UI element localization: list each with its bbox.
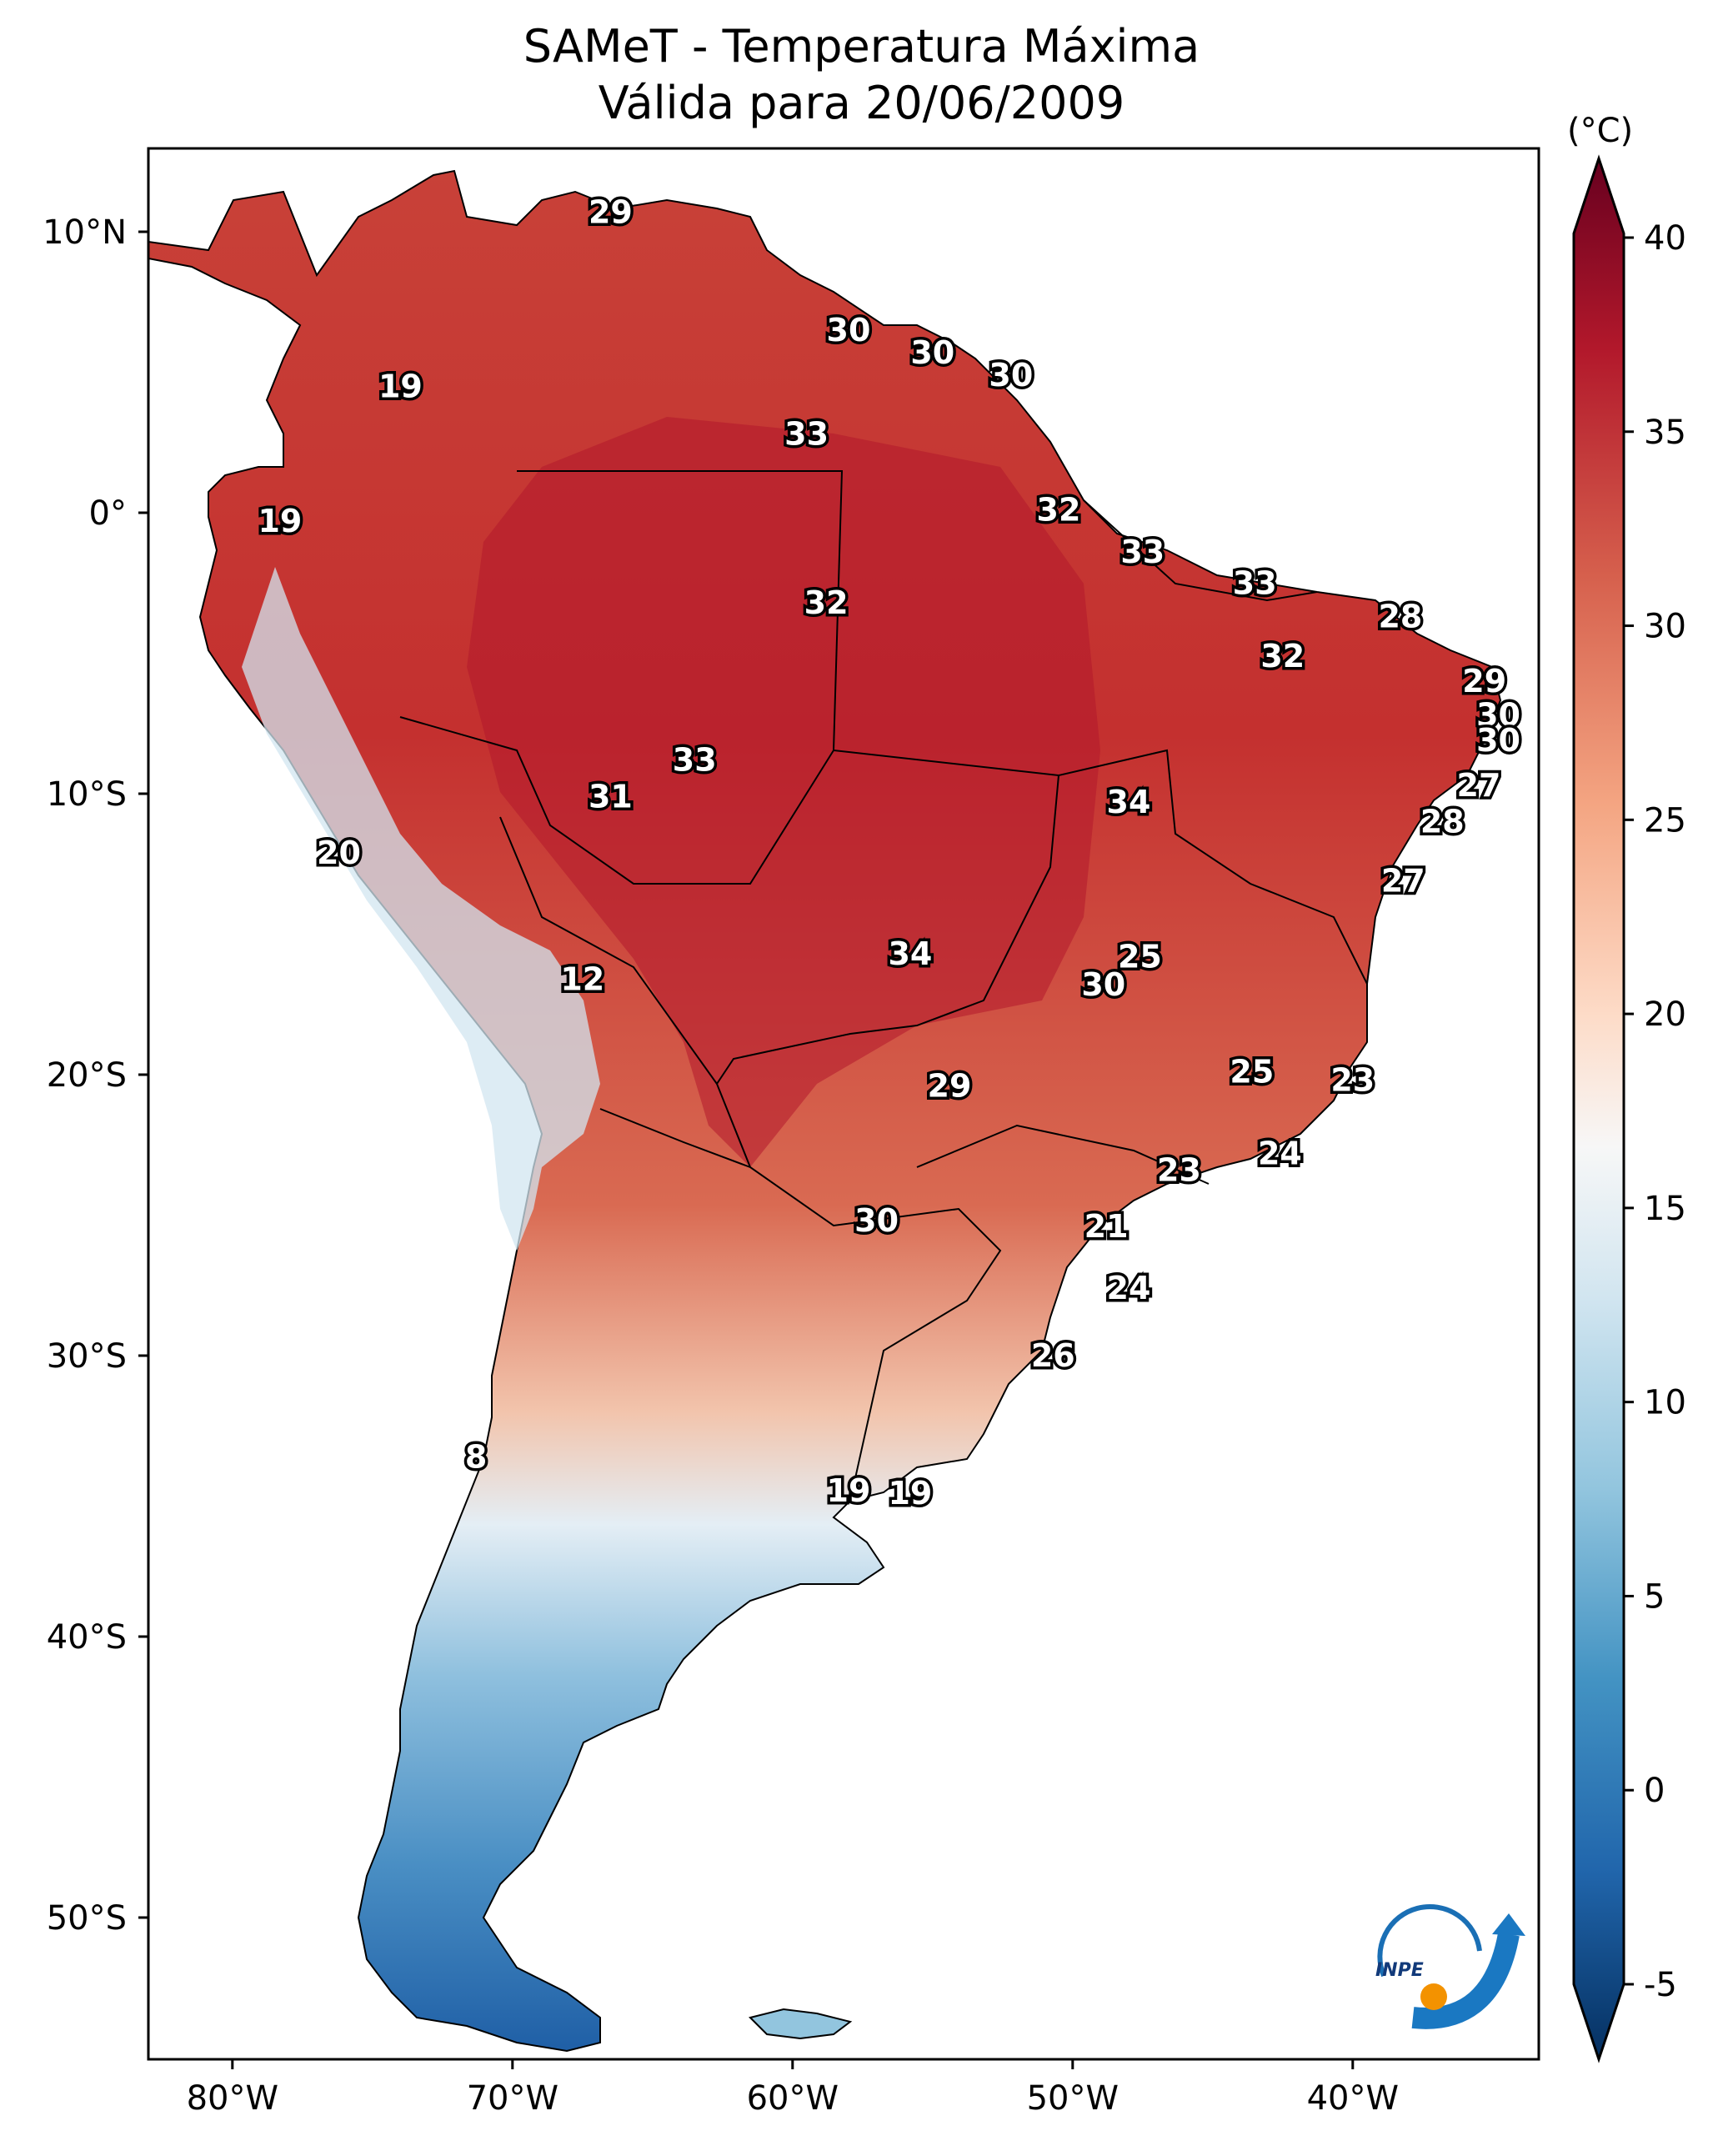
title-line-1: SAMeT - Temperatura Máxima xyxy=(523,20,1200,73)
contour-label: 12 xyxy=(560,960,604,997)
contour-label: 32 xyxy=(1260,638,1305,674)
contour-label: 20 xyxy=(317,835,361,871)
contour-label: 19 xyxy=(378,368,423,404)
chart-title: SAMeT - Temperatura Máxima Válida para 2… xyxy=(0,18,1723,132)
contour-label: 19 xyxy=(888,1475,932,1512)
contour-label: 30 xyxy=(827,312,871,348)
contour-label: 29 xyxy=(1462,663,1506,699)
x-tick-label: 70°W xyxy=(467,2079,558,2118)
colorbar-tick-label: 5 xyxy=(1644,1577,1665,1616)
contour-label: 30 xyxy=(989,357,1033,394)
colorbar-body xyxy=(1572,154,1625,2063)
y-tick-label: 0° xyxy=(89,494,127,533)
y-tick-label: 20°S xyxy=(47,1056,127,1095)
x-tick-label: 80°W xyxy=(187,2079,278,2118)
colorbar: (°C) 40 35 30 25 20 15 10 5 0 -5 xyxy=(1567,112,1686,2063)
colorbar-tick-label: 40 xyxy=(1644,219,1686,258)
contour-label: 30 xyxy=(1476,722,1520,759)
contour-label: 32 xyxy=(1037,492,1081,529)
colorbar-tick-label: 25 xyxy=(1644,801,1686,840)
contour-label: 25 xyxy=(1230,1054,1274,1091)
y-tick-label: 30°S xyxy=(47,1337,127,1376)
contour-label: 23 xyxy=(1330,1062,1375,1099)
x-tick-label: 60°W xyxy=(747,2079,839,2118)
colorbar-tick-label: 35 xyxy=(1644,414,1686,452)
y-tick-label: 10°N xyxy=(43,213,127,252)
contour-label: 33 xyxy=(673,742,717,779)
colorbar-tick-label: 30 xyxy=(1644,608,1686,646)
contour-label: 24 xyxy=(1107,1270,1151,1306)
contour-label: 28 xyxy=(1420,804,1465,840)
colorbar-tick-label: 15 xyxy=(1644,1190,1686,1228)
colorbar-tick-label: -5 xyxy=(1644,1966,1677,2004)
contour-label: 30 xyxy=(1476,697,1520,734)
contour-label: 25 xyxy=(1118,938,1162,975)
andes-cool-band xyxy=(242,567,600,1251)
colorbar-unit: (°C) xyxy=(1567,112,1633,150)
contour-label: 34 xyxy=(888,935,932,972)
contour-label: 19 xyxy=(827,1472,871,1509)
contour-label: 28 xyxy=(1378,599,1422,635)
contour-label: 31 xyxy=(589,778,633,815)
y-tick-label: 40°S xyxy=(47,1618,127,1657)
contour-label: 34 xyxy=(1107,784,1151,820)
contour-label: 21 xyxy=(1084,1208,1129,1245)
contour-label: 8 xyxy=(465,1438,487,1475)
contour-label: 33 xyxy=(784,416,829,453)
borders xyxy=(399,470,1368,1502)
map-border xyxy=(147,147,1540,2061)
contour-label: 23 xyxy=(1157,1152,1201,1189)
contour-label: 30 xyxy=(910,334,954,371)
x-tick-label: 50°W xyxy=(1027,2079,1119,2118)
y-tick-label: 50°S xyxy=(47,1899,127,1938)
contour-label: 30 xyxy=(854,1202,899,1239)
x-tick-label: 40°W xyxy=(1307,2079,1399,2118)
inpe-logo: INPE xyxy=(1375,1904,1525,2029)
title-line-2: Válida para 20/06/2009 xyxy=(598,77,1125,129)
y-tick-label: 10°S xyxy=(47,775,127,814)
logo-text: INPE xyxy=(1375,1960,1424,1981)
colorbar-tick-label: 20 xyxy=(1644,995,1686,1034)
x-axis-ticks: 80°W 70°W 60°W 50°W 40°W xyxy=(187,2059,1399,2118)
contour-label: 30 xyxy=(1081,966,1125,1003)
y-axis-ticks: 10°N 0° 10°S 20°S 30°S 40°S 50°S xyxy=(43,213,148,1938)
hot-core-region xyxy=(467,417,1100,1167)
contour-label: 33 xyxy=(1233,564,1277,601)
contour-label: 33 xyxy=(1120,534,1165,570)
contour-label: 24 xyxy=(1258,1135,1302,1171)
colorbar-tick-label: 0 xyxy=(1644,1772,1665,1810)
contour-label: 29 xyxy=(589,193,633,230)
colorbar-ticks: 40 35 30 25 20 15 10 5 0 -5 xyxy=(1624,219,1686,2004)
contour-label: 19 xyxy=(258,503,302,539)
contour-label: 26 xyxy=(1031,1337,1075,1374)
falkland-islands xyxy=(749,2008,853,2040)
colorbar-tick-label: 10 xyxy=(1644,1384,1686,1422)
contour-label: 27 xyxy=(1457,767,1501,804)
contour-label: 27 xyxy=(1381,862,1425,899)
contour-label: 29 xyxy=(928,1067,972,1104)
contour-label: 32 xyxy=(804,584,849,621)
